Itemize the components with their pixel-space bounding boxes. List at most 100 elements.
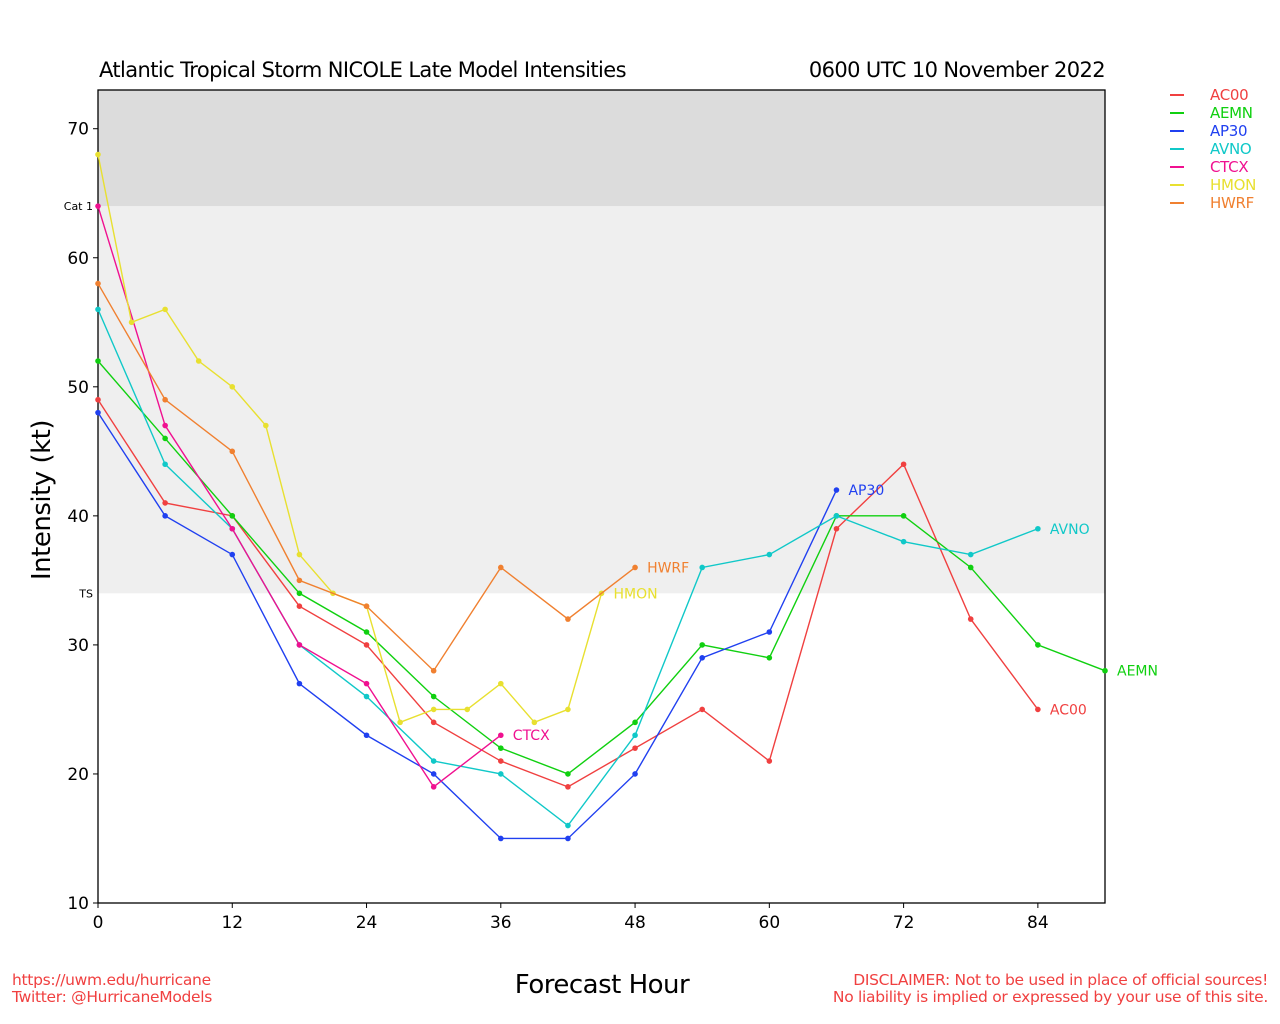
legend-label: AVNO <box>1210 140 1252 158</box>
legend-item-avno: AVNO <box>1170 140 1256 158</box>
y-tick-label: 20 <box>67 765 89 785</box>
website-link[interactable]: https://uwm.edu/hurricane <box>12 971 211 989</box>
data-point-ap30 <box>833 487 840 493</box>
data-point-ac00 <box>632 745 638 751</box>
data-point-hwrf <box>363 603 370 609</box>
band-label: Cat 1 <box>64 200 93 213</box>
data-point-aemn <box>95 358 101 364</box>
series-end-label-hwrf: HWRF <box>647 560 689 576</box>
data-point-hmon <box>95 151 101 158</box>
disclaimer-line-1: DISCLAIMER: Not to be used in place of o… <box>853 971 1268 989</box>
data-point-ctcx <box>498 732 504 739</box>
data-point-avno <box>162 461 168 468</box>
series-end-label-ap30: AP30 <box>848 483 884 499</box>
x-tick-label: 84 <box>1027 913 1049 933</box>
data-point-ac00 <box>967 616 974 622</box>
data-point-hmon <box>464 706 471 713</box>
footer-credits: https://uwm.edu/hurricane Twitter: @Hurr… <box>12 972 212 1006</box>
band-cat-1 <box>98 90 1105 207</box>
chart-title: Atlantic Tropical Storm NICOLE Late Mode… <box>99 58 627 82</box>
disclaimer-line-2: No liability is implied or expressed by … <box>832 988 1268 1006</box>
data-point-aemn <box>498 745 504 751</box>
legend-label: AP30 <box>1210 122 1248 140</box>
data-point-aemn <box>229 513 236 519</box>
y-tick-label: 70 <box>67 120 89 140</box>
data-point-ac00 <box>498 758 504 764</box>
x-tick-label: 48 <box>624 913 646 933</box>
legend-swatch <box>1170 148 1184 150</box>
legend-label: CTCX <box>1210 158 1249 176</box>
data-point-ap30 <box>296 680 303 687</box>
data-point-ap30 <box>229 551 236 558</box>
series-end-label-aemn: AEMN <box>1117 664 1158 680</box>
data-point-aemn <box>1102 667 1108 674</box>
legend-label: AEMN <box>1210 104 1253 122</box>
legend-label: HMON <box>1210 176 1257 194</box>
data-point-hmon <box>430 706 437 713</box>
series-line-aemn <box>97 360 1106 775</box>
data-point-hmon <box>498 680 504 687</box>
data-point-ap30 <box>766 629 773 635</box>
data-point-avno <box>900 538 907 545</box>
data-point-hmon <box>531 719 538 726</box>
x-tick-label: 12 <box>221 913 243 933</box>
legend-swatch <box>1170 166 1184 168</box>
data-point-avno <box>766 551 773 558</box>
data-point-avno <box>363 693 370 700</box>
legend-label: HWRF <box>1210 194 1254 212</box>
data-point-aemn <box>565 771 571 777</box>
data-point-ac00 <box>95 396 101 403</box>
data-point-ctcx <box>296 642 303 648</box>
data-point-aemn <box>632 719 638 726</box>
data-point-ap30 <box>565 835 571 842</box>
x-tick-label: 0 <box>93 913 104 933</box>
data-point-ac00 <box>162 500 168 506</box>
data-point-hmon <box>162 306 168 313</box>
data-point-aemn <box>967 564 974 571</box>
data-point-ap30 <box>363 732 370 739</box>
data-point-ac00 <box>766 758 773 764</box>
data-point-ap30 <box>95 409 101 416</box>
data-point-avno <box>632 732 638 739</box>
data-point-ac00 <box>1035 706 1041 713</box>
y-tick-label: 30 <box>67 636 89 656</box>
data-point-aemn <box>363 629 370 635</box>
data-point-ctcx <box>430 784 437 790</box>
data-point-ac00 <box>565 784 571 790</box>
data-point-hwrf <box>498 564 504 571</box>
data-point-aemn <box>162 435 168 442</box>
legend-item-aemn: AEMN <box>1170 104 1256 122</box>
series-end-label-hmon: HMON <box>614 586 658 602</box>
twitter-handle[interactable]: Twitter: @HurricaneModels <box>12 988 213 1006</box>
legend: AC00 AEMN AP30 AVNO CTCX HMON HWRF <box>1170 86 1256 212</box>
data-point-hmon <box>397 719 403 726</box>
data-point-avno <box>430 758 437 764</box>
data-point-hmon <box>296 551 303 558</box>
data-point-ctcx <box>162 422 168 429</box>
data-point-hwrf <box>229 448 236 455</box>
data-point-avno <box>967 551 974 558</box>
data-point-avno <box>498 771 504 777</box>
data-point-hmon <box>128 319 135 326</box>
data-point-avno <box>699 564 705 571</box>
data-point-aemn <box>766 655 773 661</box>
legend-swatch <box>1170 94 1184 96</box>
x-tick-label: 36 <box>490 913 512 933</box>
y-tick-label: 40 <box>67 507 89 527</box>
y-tick-label: 50 <box>67 378 89 398</box>
legend-item-ap30: AP30 <box>1170 122 1256 140</box>
band-ts <box>98 206 1105 594</box>
data-point-avno <box>565 822 571 829</box>
data-point-aemn <box>430 693 437 700</box>
data-point-ac00 <box>900 461 907 468</box>
data-point-aemn <box>900 513 907 519</box>
data-point-avno <box>833 513 840 519</box>
legend-swatch <box>1170 184 1184 186</box>
legend-swatch <box>1170 112 1184 114</box>
data-point-hwrf <box>632 564 638 571</box>
plot-frame <box>97 89 1106 904</box>
data-point-hwrf <box>296 577 303 584</box>
legend-swatch <box>1170 202 1184 204</box>
data-point-aemn <box>699 642 705 648</box>
